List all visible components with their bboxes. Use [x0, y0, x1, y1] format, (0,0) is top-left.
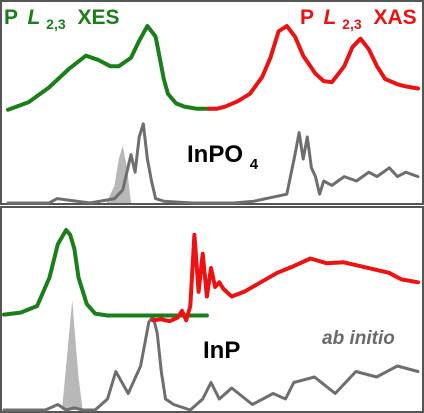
- top-calc-fill-series: [106, 145, 131, 203]
- top-xes-series: [6, 24, 211, 112]
- ab-initio-label: ab initio: [322, 328, 395, 349]
- bottom-panel-series: [2, 228, 420, 412]
- bottom-xes-series: [2, 228, 209, 318]
- bottom-xas-series: [151, 232, 420, 324]
- bottom-panel-frame: [0, 206, 424, 413]
- top-xas-series: [206, 24, 420, 111]
- bottom-calc-series: [2, 315, 420, 412]
- top-panel-series: [6, 24, 420, 205]
- title-xes: P L 2,3 XES: [4, 6, 120, 34]
- title-xas: P L 2,3 XAS: [300, 6, 417, 34]
- compound-label-inpo4: InPO 4: [187, 141, 259, 173]
- compound-label-inp: InP: [203, 337, 240, 364]
- top-calc-series: [6, 122, 420, 205]
- bottom-calc-fill-series: [62, 300, 83, 410]
